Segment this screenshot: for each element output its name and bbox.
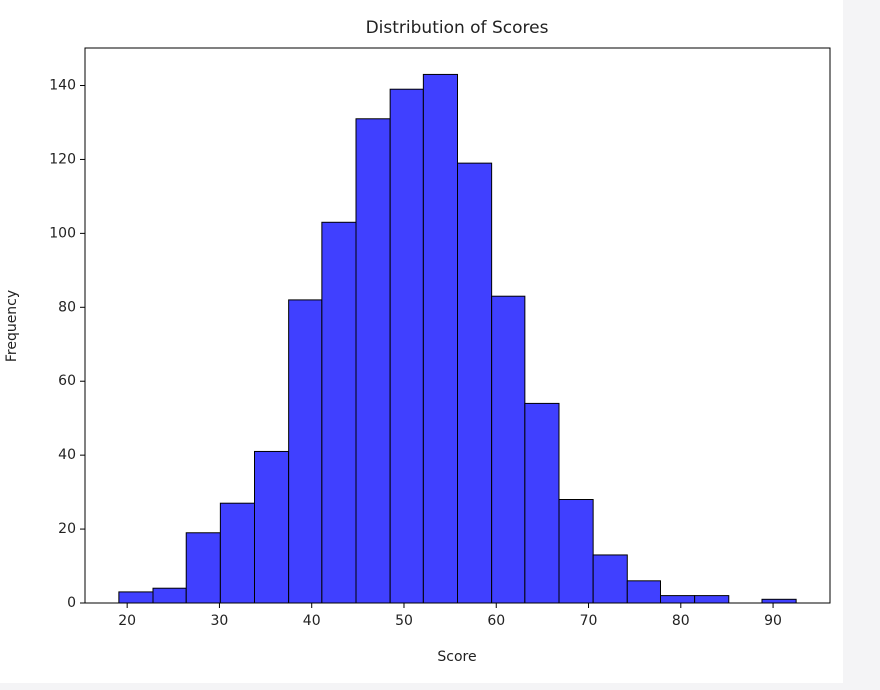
y-tick-label: 60: [58, 373, 76, 389]
bar: [118, 591, 154, 604]
bar: [355, 118, 391, 604]
bar: [491, 295, 526, 604]
bar: [626, 580, 661, 604]
x-tick-label: 40: [303, 613, 321, 629]
y-tick-label: 100: [49, 225, 76, 241]
chart-title: Distribution of Scores: [366, 18, 549, 38]
bar: [254, 450, 290, 604]
bar: [524, 402, 560, 604]
bar: [592, 554, 628, 604]
bar: [389, 88, 424, 604]
x-tick-label: 30: [211, 613, 229, 629]
x-tick-label: 70: [580, 613, 598, 629]
bar: [761, 598, 797, 604]
x-tick-label: 80: [672, 613, 690, 629]
y-tick-label: 0: [67, 595, 76, 611]
x-axis-label: Score: [437, 649, 476, 665]
y-tick-label: 120: [49, 151, 76, 167]
bar: [694, 595, 730, 604]
bar: [152, 587, 187, 604]
plot-frame: [84, 47, 831, 604]
bar: [185, 532, 221, 604]
x-tick-label: 50: [395, 613, 413, 629]
x-tick-label: 60: [487, 613, 505, 629]
bar: [219, 502, 256, 604]
bar: [321, 221, 357, 604]
x-tick-label: 90: [764, 613, 782, 629]
y-axis-label: Frequency: [4, 290, 20, 362]
bar: [422, 73, 459, 604]
bar: [288, 299, 323, 604]
bar: [659, 595, 696, 604]
x-tick-label: 20: [118, 613, 136, 629]
y-tick-label: 40: [58, 447, 76, 463]
y-tick-label: 20: [58, 521, 76, 537]
y-tick-label: 140: [49, 78, 76, 94]
y-tick-label: 80: [58, 299, 76, 315]
bar: [558, 499, 594, 604]
bar: [457, 162, 493, 604]
